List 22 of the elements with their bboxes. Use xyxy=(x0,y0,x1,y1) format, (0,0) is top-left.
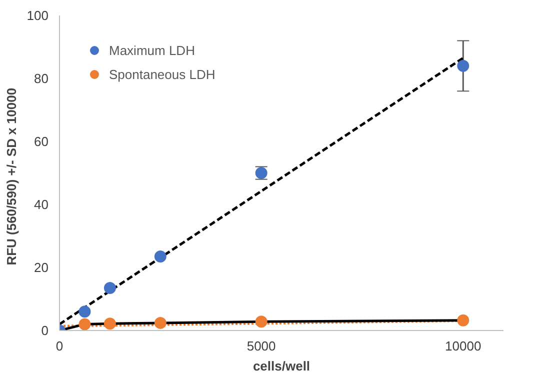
y-tick-label: 100 xyxy=(26,8,49,23)
y-tick-label: 0 xyxy=(41,323,49,338)
y-tick-label: 80 xyxy=(34,71,49,86)
point xyxy=(457,314,470,326)
point xyxy=(78,318,91,330)
x-tick-label: 0 xyxy=(56,338,64,354)
point xyxy=(104,282,116,294)
x-tick-label: 5000 xyxy=(246,338,276,354)
point xyxy=(104,318,116,330)
y-tick-label: 40 xyxy=(34,197,49,212)
x-axis-title: cells/well xyxy=(252,358,310,374)
x-tick-label: 10000 xyxy=(445,338,482,354)
y-axis-title: RFU (560/590) +/- SD x 10000 xyxy=(4,88,19,266)
point xyxy=(255,316,268,328)
point xyxy=(457,60,470,72)
point xyxy=(154,316,166,329)
point xyxy=(78,306,91,318)
legend-label: Maximum LDH xyxy=(109,42,195,58)
point xyxy=(154,250,166,262)
y-tick-label: 60 xyxy=(34,134,49,149)
legend-label: Spontaneous LDH xyxy=(109,66,216,82)
y-tick-label: 20 xyxy=(34,260,49,275)
